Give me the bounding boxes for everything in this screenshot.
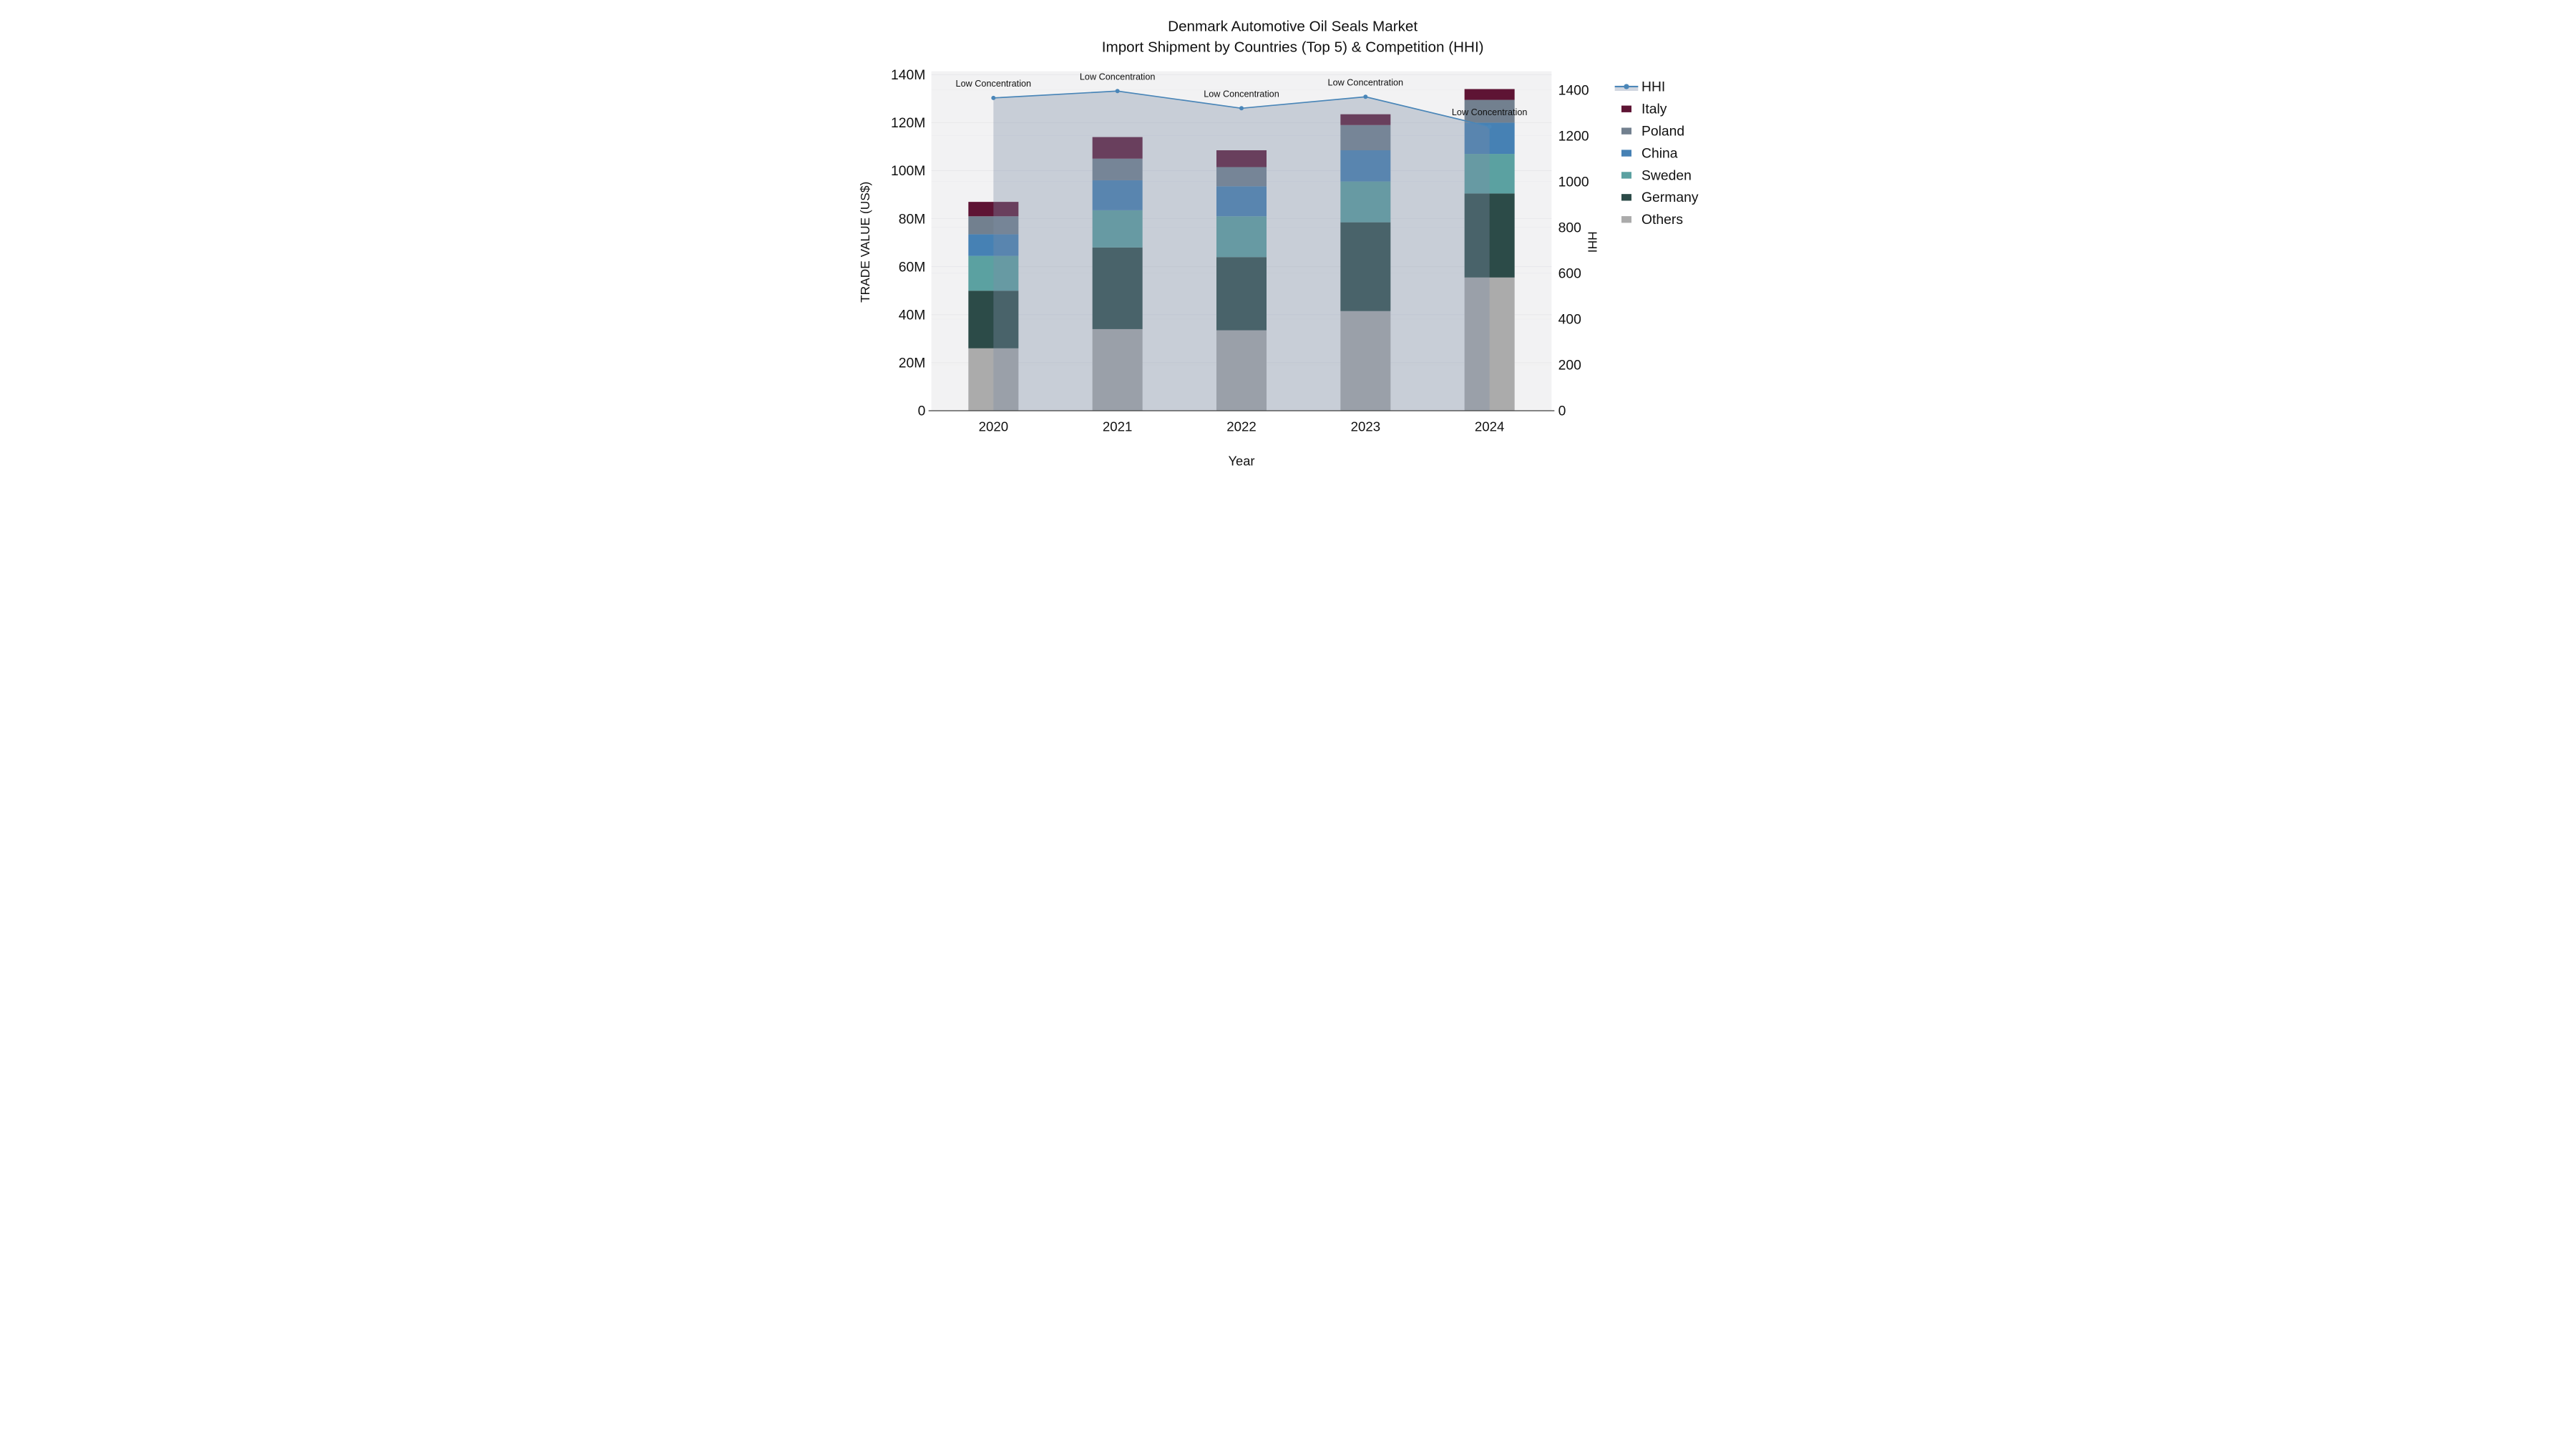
- legend-swatch-germany: [1621, 194, 1631, 201]
- bar-2024-others[interactable]: [1464, 277, 1515, 411]
- y-left-tick-0: 0: [918, 404, 926, 419]
- x-tick-2023: 2023: [1351, 419, 1381, 434]
- y-left-tick-120M: 120M: [891, 116, 925, 131]
- chart-title-line1: Denmark Automotive Oil Seals Market: [1168, 18, 1418, 34]
- bar-2023-sweden[interactable]: [1340, 181, 1391, 223]
- legend-swatch-china: [1621, 150, 1631, 157]
- legend-swatch-italy: [1621, 105, 1631, 112]
- legend-swatch-sweden: [1621, 172, 1631, 179]
- hhi-point-2020[interactable]: [991, 95, 996, 100]
- legend-label-poland: Poland: [1641, 124, 1684, 139]
- y-left-tick-20M: 20M: [899, 356, 926, 371]
- bar-2020-poland[interactable]: [968, 216, 1019, 235]
- legend-label-sweden: Sweden: [1641, 168, 1692, 183]
- legend-label-germany: Germany: [1641, 190, 1699, 205]
- bar-2020-italy[interactable]: [968, 202, 1019, 217]
- y-right-tick-0: 0: [1558, 404, 1566, 419]
- y-left-tick-60M: 60M: [899, 260, 926, 275]
- y-right-tick-800: 800: [1558, 220, 1581, 235]
- bar-2021-china[interactable]: [1092, 180, 1143, 210]
- bar-2021-italy[interactable]: [1092, 137, 1143, 159]
- bar-2022-sweden[interactable]: [1216, 216, 1267, 258]
- plot-layer: Low Concentration Low Concentration Low Co…: [891, 68, 1589, 434]
- legend: HHI Italy Poland China Sweden Germany Others: [1614, 80, 1699, 228]
- bar-2022-others[interactable]: [1216, 330, 1267, 411]
- legend-item-china[interactable]: China: [1621, 146, 1678, 161]
- legend-item-germany[interactable]: Germany: [1621, 190, 1699, 205]
- y-left-tick-80M: 80M: [899, 212, 926, 227]
- annotation-2022: Low Concentration: [1204, 89, 1279, 99]
- hhi-area: [993, 91, 1490, 411]
- y-right-tick-600: 600: [1558, 267, 1581, 282]
- chart-title-line2: Import Shipment by Countries (Top 5) & C…: [1102, 39, 1484, 56]
- bar-2023-others[interactable]: [1340, 311, 1391, 411]
- bar-2021-sweden[interactable]: [1092, 210, 1143, 248]
- bar-2024-italy[interactable]: [1464, 89, 1515, 100]
- y-left-tick-140M: 140M: [891, 68, 925, 83]
- y-right-tick-1400: 1400: [1558, 83, 1589, 98]
- bar-2024-sweden[interactable]: [1464, 154, 1515, 194]
- hhi-point-2023[interactable]: [1363, 94, 1368, 99]
- annotation-2021: Low Concentration: [1080, 72, 1156, 82]
- bar-2022-china[interactable]: [1216, 186, 1267, 217]
- bar-2022-poland[interactable]: [1216, 167, 1267, 187]
- bar-2024-germany[interactable]: [1464, 193, 1515, 278]
- y-right-tick-400: 400: [1558, 313, 1581, 328]
- bar-2020-others[interactable]: [968, 348, 1019, 411]
- legend-item-hhi[interactable]: HHI: [1614, 80, 1666, 95]
- bar-2020-germany[interactable]: [968, 291, 1019, 348]
- bar-2023-china[interactable]: [1340, 150, 1391, 182]
- legend-label-china: China: [1641, 146, 1678, 161]
- legend-item-italy[interactable]: Italy: [1621, 102, 1667, 117]
- annotation-2020: Low Concentration: [956, 79, 1032, 89]
- x-tick-2024: 2024: [1475, 419, 1505, 434]
- legend-swatch-others: [1621, 216, 1631, 223]
- hhi-point-2022[interactable]: [1239, 106, 1244, 111]
- legend-item-poland[interactable]: Poland: [1621, 124, 1684, 139]
- legend-item-sweden[interactable]: Sweden: [1621, 168, 1692, 183]
- bar-2021-poland[interactable]: [1092, 158, 1143, 180]
- x-tick-2021: 2021: [1103, 419, 1133, 434]
- bar-2021-germany[interactable]: [1092, 247, 1143, 329]
- x-axis-title: Year: [1228, 454, 1254, 469]
- x-tick-2020: 2020: [979, 419, 1009, 434]
- bar-2022-italy[interactable]: [1216, 150, 1267, 167]
- bar-2020-china[interactable]: [968, 234, 1019, 256]
- legend-label-others: Others: [1641, 213, 1683, 228]
- bar-2023-germany[interactable]: [1340, 222, 1391, 311]
- y-right-axis-title: HHI: [1585, 231, 1599, 253]
- y-right-tick-200: 200: [1558, 358, 1581, 374]
- legend-label-italy: Italy: [1641, 102, 1667, 117]
- bar-2022-germany[interactable]: [1216, 257, 1267, 331]
- legend-hhi-marker: [1624, 84, 1629, 89]
- bar-2020-sweden[interactable]: [968, 255, 1019, 291]
- y-right-tick-1000: 1000: [1558, 175, 1589, 190]
- legend-item-others[interactable]: Others: [1621, 213, 1683, 228]
- bar-2021-others[interactable]: [1092, 328, 1143, 411]
- legend-swatch-poland: [1621, 127, 1631, 135]
- annotation-2023: Low Concentration: [1328, 77, 1404, 87]
- y-left-axis-title: TRADE VALUE (US$): [859, 182, 872, 303]
- y-left-tick-40M: 40M: [899, 308, 926, 323]
- hhi-point-2024[interactable]: [1487, 124, 1492, 129]
- annotation-2024: Low Concentration: [1452, 107, 1528, 117]
- bar-2023-poland[interactable]: [1340, 125, 1391, 151]
- bar-2024-poland[interactable]: [1464, 99, 1515, 123]
- y-right-tick-1200: 1200: [1558, 129, 1589, 144]
- legend-label-hhi: HHI: [1641, 80, 1665, 95]
- figure-container: Low Concentration Low Concentration Low Co…: [859, 0, 1717, 483]
- bar-2023-italy[interactable]: [1340, 114, 1391, 125]
- hhi-point-2021[interactable]: [1115, 89, 1120, 94]
- y-left-tick-100M: 100M: [891, 164, 925, 179]
- x-tick-2022: 2022: [1226, 419, 1257, 434]
- chart-svg: Low Concentration Low Concentration Low Co…: [859, 0, 1717, 483]
